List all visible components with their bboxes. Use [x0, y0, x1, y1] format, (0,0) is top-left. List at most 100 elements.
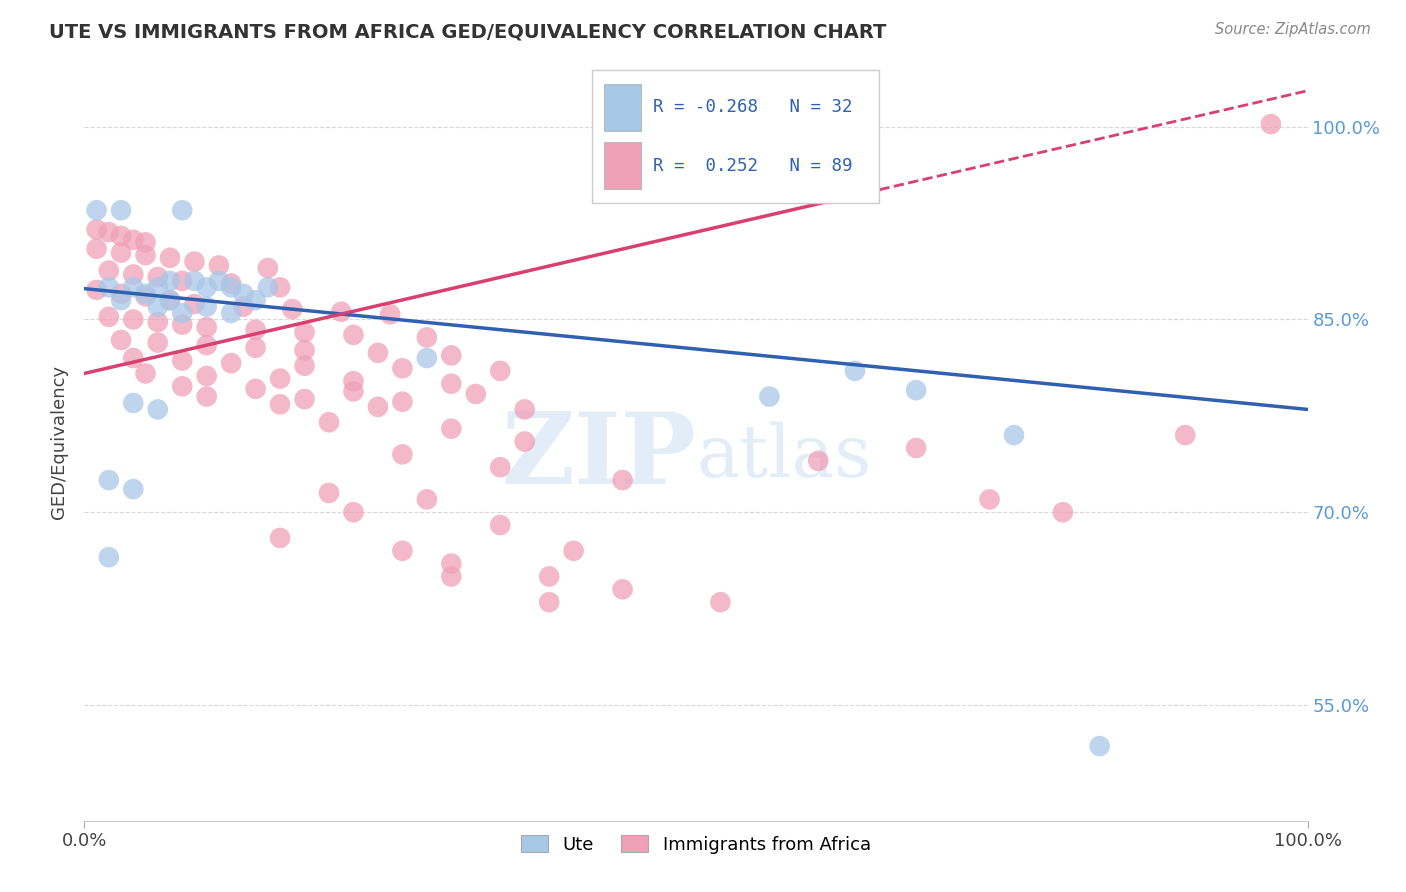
Point: [146, 315, 169, 329]
Point: [146, 270, 169, 285]
Point: [146, 335, 169, 350]
Point: [1052, 505, 1074, 519]
Point: [135, 289, 157, 303]
Point: [159, 251, 181, 265]
Point: [245, 323, 267, 337]
Point: [183, 274, 205, 288]
Point: [440, 569, 463, 583]
Point: [146, 280, 169, 294]
Point: [342, 327, 364, 342]
Text: R = -0.268   N = 32: R = -0.268 N = 32: [654, 98, 852, 116]
Point: [172, 318, 194, 332]
Text: Source: ZipAtlas.com: Source: ZipAtlas.com: [1215, 22, 1371, 37]
Point: [709, 595, 731, 609]
Point: [122, 312, 145, 326]
Point: [1260, 117, 1282, 131]
Point: [172, 306, 194, 320]
Point: [489, 518, 512, 533]
Point: [232, 300, 254, 314]
Point: [172, 379, 194, 393]
Point: [195, 369, 218, 384]
Point: [122, 268, 145, 282]
Point: [391, 447, 413, 461]
Point: [294, 392, 316, 406]
Point: [146, 402, 169, 417]
Point: [86, 242, 108, 256]
Point: [97, 310, 120, 324]
Point: [844, 364, 866, 378]
Point: [110, 203, 132, 218]
Point: [183, 297, 205, 311]
Point: [135, 248, 157, 262]
Point: [172, 203, 194, 218]
Text: atlas: atlas: [696, 421, 872, 492]
Point: [183, 254, 205, 268]
FancyBboxPatch shape: [592, 70, 880, 202]
Text: ZIP: ZIP: [501, 409, 696, 505]
Point: [905, 383, 928, 397]
Point: [110, 286, 132, 301]
Point: [269, 531, 291, 545]
Point: [464, 387, 486, 401]
Point: [135, 286, 157, 301]
Point: [97, 263, 120, 277]
Point: [342, 505, 364, 519]
Point: [294, 326, 316, 340]
Point: [135, 235, 157, 250]
Point: [159, 293, 181, 308]
Point: [489, 460, 512, 475]
FancyBboxPatch shape: [605, 142, 641, 189]
Point: [1088, 739, 1111, 753]
Point: [257, 280, 280, 294]
Point: [294, 359, 316, 373]
Point: [807, 454, 830, 468]
Point: [612, 473, 634, 487]
Point: [391, 394, 413, 409]
Point: [97, 550, 120, 565]
Point: [318, 415, 340, 429]
Point: [86, 283, 108, 297]
Point: [513, 402, 536, 417]
Point: [979, 492, 1001, 507]
Point: [122, 233, 145, 247]
Point: [612, 582, 634, 597]
Point: [195, 320, 218, 334]
Point: [391, 361, 413, 376]
Point: [416, 492, 439, 507]
Point: [219, 306, 242, 320]
Point: [97, 280, 120, 294]
Point: [97, 225, 120, 239]
Point: [122, 482, 145, 496]
Point: [367, 400, 389, 414]
Point: [330, 304, 353, 318]
Point: [208, 259, 231, 273]
Point: [195, 280, 218, 294]
Point: [245, 293, 267, 308]
Point: [219, 277, 242, 291]
Point: [245, 382, 267, 396]
Legend: Ute, Immigrants from Africa: Ute, Immigrants from Africa: [515, 828, 877, 861]
Point: [257, 261, 280, 276]
Point: [110, 293, 132, 308]
Point: [440, 376, 463, 391]
Point: [269, 371, 291, 385]
Point: [538, 569, 561, 583]
Point: [294, 343, 316, 358]
Point: [195, 300, 218, 314]
Point: [380, 307, 402, 321]
Point: [416, 351, 439, 365]
Point: [159, 293, 181, 308]
Point: [562, 543, 585, 558]
Point: [440, 348, 463, 362]
Point: [86, 203, 108, 218]
Point: [342, 384, 364, 399]
Point: [122, 396, 145, 410]
Point: [318, 486, 340, 500]
Point: [208, 274, 231, 288]
Point: [905, 441, 928, 455]
Text: UTE VS IMMIGRANTS FROM AFRICA GED/EQUIVALENCY CORRELATION CHART: UTE VS IMMIGRANTS FROM AFRICA GED/EQUIVA…: [49, 22, 887, 41]
Point: [440, 557, 463, 571]
Point: [122, 280, 145, 294]
Text: R =  0.252   N = 89: R = 0.252 N = 89: [654, 157, 852, 175]
Point: [758, 390, 780, 404]
